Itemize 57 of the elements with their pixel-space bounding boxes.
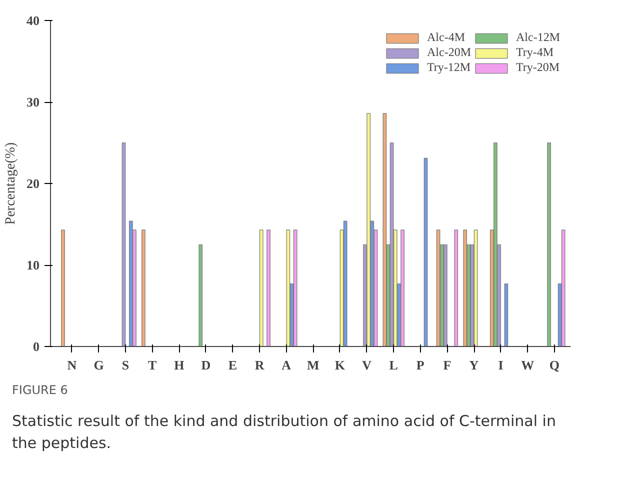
- bar: [122, 142, 126, 346]
- x-tick-label: N: [67, 358, 78, 372]
- bar: [454, 230, 458, 346]
- bar: [198, 244, 203, 346]
- x-tick-label: V: [362, 358, 372, 372]
- bar: [142, 230, 146, 346]
- y-tick-label: 30: [26, 94, 40, 110]
- y-tick-label: 0: [33, 339, 40, 354]
- x-tick-label: I: [498, 358, 504, 372]
- bar: [129, 220, 133, 346]
- bar: [547, 142, 551, 346]
- bar: [61, 230, 65, 346]
- bar: [424, 158, 428, 346]
- x-tick-label: H: [174, 358, 184, 372]
- bar: [382, 113, 387, 346]
- bar: [444, 244, 448, 346]
- x-tick-label: G: [94, 358, 104, 372]
- x-tick-label: Q: [549, 358, 560, 372]
- y-tick-label: 40: [26, 13, 40, 28]
- y-tick-label: 20: [26, 176, 40, 191]
- x-tick-label: Y: [469, 358, 480, 372]
- legend-label: Alc-4M: [427, 30, 465, 45]
- legend-label: Try-20M: [516, 60, 560, 75]
- bar: [293, 230, 298, 346]
- x-tick-label: S: [122, 358, 130, 372]
- bar: [390, 142, 394, 346]
- legend-label: Try-12M: [427, 60, 471, 75]
- x-tick-label: L: [389, 358, 398, 372]
- x-tick-label: F: [443, 358, 452, 372]
- bar: [474, 230, 478, 346]
- bar: [400, 230, 404, 346]
- bar: [463, 230, 467, 346]
- y-axis-title: Percentage(%): [4, 142, 18, 225]
- x-tick-label: A: [282, 358, 292, 372]
- legend-label: Alc-12M: [516, 30, 560, 45]
- x-tick-label: D: [201, 358, 211, 372]
- bar: [259, 230, 264, 346]
- text: Statistic result of the kind and distribution of amino acid of C-terminal in the peptides.: [12, 411, 557, 454]
- legend-label: Alc-20M: [427, 45, 471, 60]
- x-tick-label: W: [521, 358, 534, 372]
- bar: [561, 230, 566, 346]
- bar: [436, 230, 440, 346]
- caption: FIGURE 6: [12, 382, 68, 399]
- x-tick-label: M: [307, 358, 320, 372]
- x-tick-label: R: [254, 358, 265, 372]
- x-tick-label: P: [416, 358, 424, 372]
- bar: [343, 220, 348, 346]
- bar: [286, 230, 290, 346]
- bar: [266, 230, 270, 346]
- legend-label: Try-4M: [516, 45, 554, 60]
- bar: [366, 113, 370, 346]
- bar: [504, 283, 508, 346]
- x-tick-label: T: [148, 358, 158, 372]
- x-tick-label: E: [228, 358, 238, 372]
- bar: [494, 142, 498, 346]
- y-tick-label: 10: [26, 258, 40, 272]
- x-tick-label: K: [334, 358, 346, 372]
